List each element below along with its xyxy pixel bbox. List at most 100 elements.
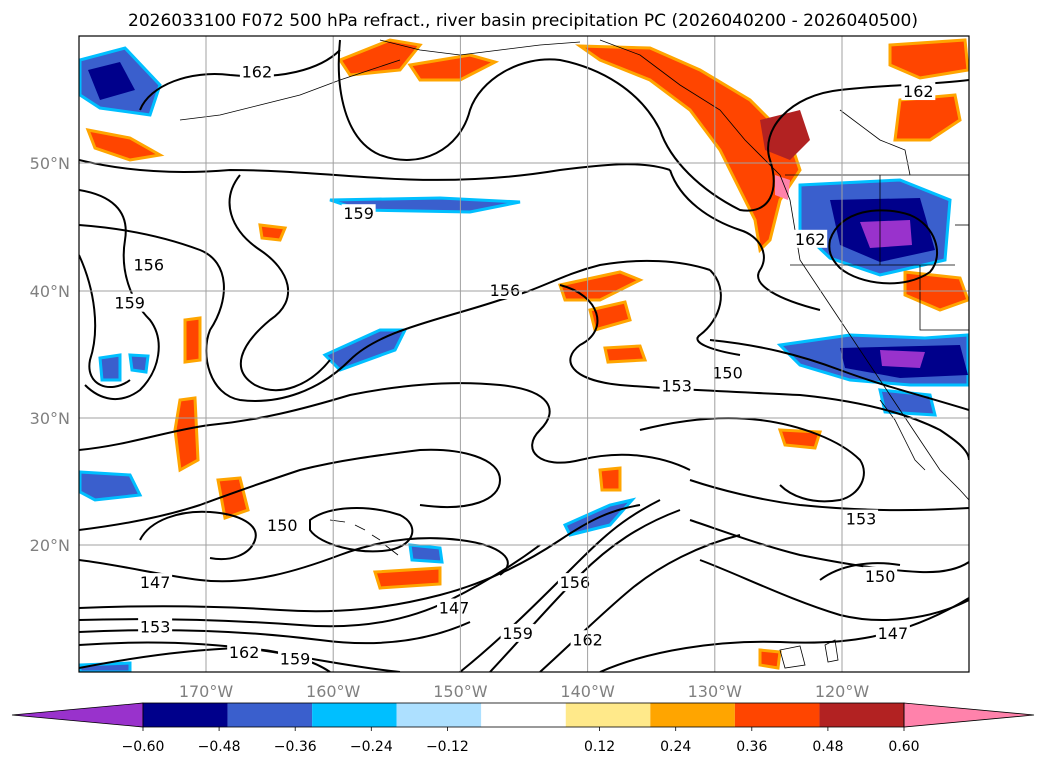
colorbar-tick-label: 0.36 (736, 739, 767, 755)
positive-anomaly-region (603, 344, 648, 364)
map-frame (78, 35, 970, 673)
contour-label: 159 (114, 294, 145, 313)
contour-label-background (710, 363, 745, 382)
latitude-tick-label: 20°N (30, 536, 70, 555)
positive-anomaly-region (893, 93, 962, 142)
contour-label: 159 (343, 204, 374, 223)
aleutian-islands (179, 59, 401, 121)
positive-anomaly-region (888, 38, 969, 80)
contour-label-background (659, 376, 694, 395)
figure-title: 2026033100 F072 500 hPa refract., river … (128, 11, 918, 31)
north-america-coastline (599, 39, 969, 501)
contour-label: 162 (229, 643, 260, 662)
contour-label-background (131, 255, 166, 274)
colorbar-segment (396, 703, 482, 727)
longitude-tick-label: 160°W (306, 682, 361, 701)
colorbar-tick-label: −0.12 (426, 739, 469, 755)
contour-label-background (487, 281, 522, 299)
contour-162 (337, 39, 661, 161)
contour-label-background (844, 509, 879, 528)
positive-anomaly-region (258, 223, 288, 242)
contour-156 (696, 269, 741, 356)
contour-150 (819, 562, 901, 581)
latitude-tick-label: 40°N (30, 282, 70, 301)
contour-label: 147 (878, 624, 909, 643)
contour-label-background (437, 598, 472, 617)
contour-153 (689, 479, 969, 512)
colorbar-extension-high (903, 702, 1035, 728)
contour-label-background (557, 573, 592, 592)
contour-label: 153 (661, 376, 692, 395)
contour-label-background (239, 62, 274, 81)
contour-156 (79, 189, 160, 401)
contour-label: 162 (795, 230, 826, 249)
longitude-tick-label: 120°W (815, 682, 870, 701)
contour-162 (539, 534, 741, 672)
contour-label: 159 (280, 649, 311, 668)
colorbar-tick-label: 0.60 (888, 739, 919, 755)
negative-anomaly-region (98, 353, 122, 382)
map-area: 162 162 162 159 159 156 156 153 150 150 153 150 147 1… (79, 36, 969, 672)
longitude-tick-label: 170°W (179, 682, 234, 701)
strong-negative-region (88, 62, 135, 100)
positive-anomaly-region (588, 300, 632, 332)
contour-162 (139, 49, 341, 111)
latitude-tick-label: 50°N (30, 154, 70, 173)
positive-anomaly-region (575, 44, 802, 254)
colorbar-segment (312, 703, 397, 727)
positive-anomaly-region (85, 128, 165, 162)
contour-label-background (901, 82, 936, 101)
state-border (919, 265, 969, 331)
longitude-tick-label: 150°W (433, 682, 488, 701)
contour-147 (699, 559, 969, 621)
contour-label: 150 (712, 364, 743, 383)
contour-label-background (138, 617, 173, 636)
hawaiian-islands (329, 519, 399, 556)
precipitation-shading (79, 38, 969, 672)
contour-label: 156 (133, 255, 164, 274)
peak-negative-region (860, 220, 912, 248)
island (779, 645, 806, 669)
contour-label: 147 (439, 599, 470, 618)
contour-159 (228, 174, 331, 392)
positive-anomaly-region (337, 38, 423, 77)
contour-label: 150 (865, 567, 896, 586)
contour-label-background (863, 566, 898, 585)
contour-153 (79, 504, 641, 613)
positive-anomaly-region (173, 396, 200, 473)
colorbar-segment (650, 703, 735, 727)
longitude-tick-label: 140°W (560, 682, 615, 701)
peak-positive-region (775, 175, 790, 200)
positive-anomaly-region (758, 648, 782, 670)
longitude-labels: 170°W 160°W 150°W 140°W 130°W 120°W (179, 682, 870, 701)
contour-153 (79, 382, 691, 471)
negative-anomaly-region (322, 328, 408, 372)
positive-anomaly-region (183, 316, 202, 364)
contour-159 (79, 254, 131, 389)
contour-label-background (227, 642, 262, 661)
contour-label: 153 (140, 618, 171, 637)
positive-anomaly-region (372, 566, 442, 590)
negative-anomaly-region (128, 353, 150, 374)
colorbar-tick-label: 0.24 (660, 739, 691, 755)
latitude-tick-label: 30°N (30, 409, 70, 428)
contour-label: 156 (560, 573, 591, 592)
contour-label: 162 (903, 82, 934, 101)
gridlines (79, 36, 969, 672)
contour-label: 159 (502, 624, 533, 643)
contour-label-background (793, 229, 828, 248)
peak-negative-region (880, 350, 925, 368)
contour-162 (659, 79, 969, 212)
contour-label: 147 (140, 573, 171, 592)
colorbar-extension-low (11, 702, 144, 728)
colorbar-tick-label: 0.48 (812, 739, 843, 755)
refractivity-contours (79, 39, 969, 672)
colorbar-segment (143, 703, 228, 727)
colorbar-tick-label: −0.24 (350, 739, 393, 755)
contour-150 (709, 339, 969, 411)
negative-anomaly-region (79, 470, 143, 502)
colorbar-segment (819, 703, 904, 727)
colorbar-segment (565, 703, 651, 727)
colorbar-segment (481, 703, 566, 727)
contour-labels: 162 162 162 159 159 156 156 153 150 150 153 150 147 1… (112, 62, 936, 668)
